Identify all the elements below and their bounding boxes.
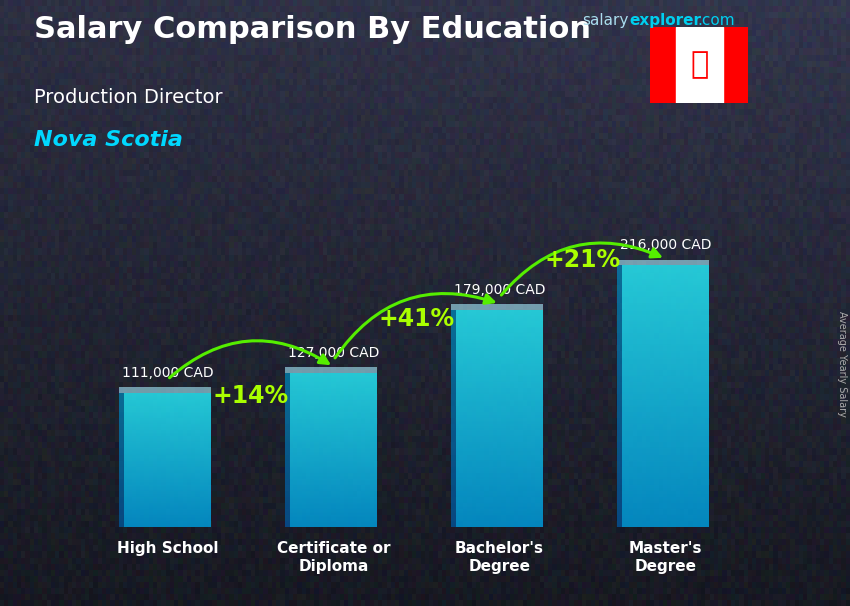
Text: salary: salary <box>582 13 629 28</box>
Text: 🍁: 🍁 <box>690 51 708 79</box>
Text: Nova Scotia: Nova Scotia <box>34 130 183 150</box>
Text: explorer: explorer <box>629 13 701 28</box>
Text: 111,000 CAD: 111,000 CAD <box>122 365 213 379</box>
Text: Production Director: Production Director <box>34 88 223 107</box>
Text: Average Yearly Salary: Average Yearly Salary <box>837 311 847 416</box>
Text: .com: .com <box>697 13 734 28</box>
Bar <box>676 27 722 103</box>
Text: 216,000 CAD: 216,000 CAD <box>620 238 711 252</box>
Bar <box>650 27 676 103</box>
Text: Salary Comparison By Education: Salary Comparison By Education <box>34 15 591 44</box>
Text: 127,000 CAD: 127,000 CAD <box>288 346 379 360</box>
Text: +41%: +41% <box>378 307 455 331</box>
Text: +21%: +21% <box>545 248 620 272</box>
Text: 179,000 CAD: 179,000 CAD <box>454 283 545 297</box>
Bar <box>722 27 748 103</box>
Text: +14%: +14% <box>212 384 288 408</box>
